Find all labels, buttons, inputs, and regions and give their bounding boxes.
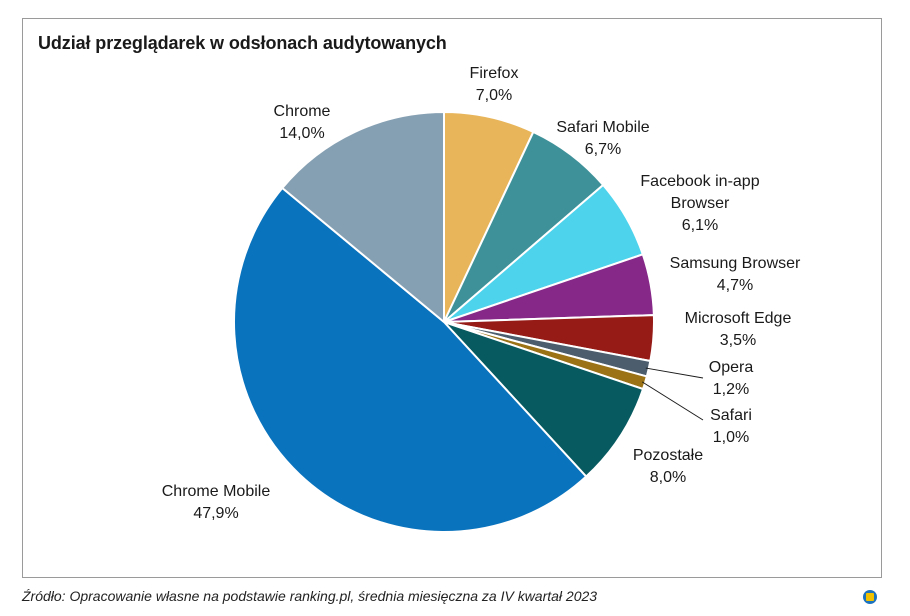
source-note: Źródło: Opracowanie własne na podstawie …	[22, 588, 598, 604]
slice-label-firefox: Firefox 7,0%	[470, 65, 519, 104]
slice-name-label: Chrome Mobile	[162, 483, 271, 500]
slice-value-label: 6,7%	[585, 141, 621, 158]
slice-value-label: 7,0%	[476, 87, 512, 104]
chart-frame	[22, 18, 882, 578]
leader-line-safari	[641, 381, 704, 421]
pie-slice-chrome	[281, 111, 445, 323]
slice-label-chrome-mobile: Chrome Mobile 47,9%	[162, 483, 271, 522]
slice-value-label: 8,0%	[650, 469, 686, 486]
slice-label-opera: Opera 1,2%	[709, 359, 754, 398]
slice-name-label: Firefox	[470, 65, 519, 82]
slice-label-safari: Safari 1,0%	[710, 407, 752, 446]
slice-name-label: Chrome	[274, 103, 331, 120]
slice-name-label: Facebook in-app	[640, 173, 759, 190]
corner-badge-icon	[863, 590, 877, 604]
slice-label-chrome: Chrome 14,0%	[274, 103, 331, 142]
slice-value-label: 4,7%	[717, 277, 753, 294]
pie-slice-pozosta-e	[443, 321, 645, 478]
slice-name-label: Browser	[671, 195, 730, 212]
slice-value-label: 1,0%	[713, 429, 749, 446]
slice-value-label: 6,1%	[682, 217, 718, 234]
slice-label-pozosta-e: Pozostałe 8,0%	[633, 447, 703, 486]
slice-label-facebook-in-app-browser: Facebook in-app Browser 6,1%	[640, 173, 759, 234]
slice-value-label: 47,9%	[193, 505, 238, 522]
slice-value-label: 1,2%	[713, 381, 749, 398]
slice-name-label: Safari Mobile	[556, 119, 649, 136]
slice-label-safari-mobile: Safari Mobile 6,7%	[556, 119, 649, 158]
slice-value-label: 14,0%	[279, 125, 324, 142]
slice-label-samsung-browser: Samsung Browser 4,7%	[670, 255, 801, 294]
pie-slice-chrome-mobile	[233, 187, 588, 533]
slice-name-label: Safari	[710, 407, 752, 424]
slice-label-microsoft-edge: Microsoft Edge 3,5%	[685, 310, 792, 349]
slice-name-label: Pozostałe	[633, 447, 703, 464]
slice-value-label: 3,5%	[720, 332, 756, 349]
leader-line-opera	[645, 367, 704, 379]
slice-name-label: Opera	[709, 359, 754, 376]
slice-name-label: Samsung Browser	[670, 255, 801, 272]
chart-title: Udział przeglądarek w odsłonach audytowa…	[38, 33, 447, 53]
slice-name-label: Microsoft Edge	[685, 310, 792, 327]
